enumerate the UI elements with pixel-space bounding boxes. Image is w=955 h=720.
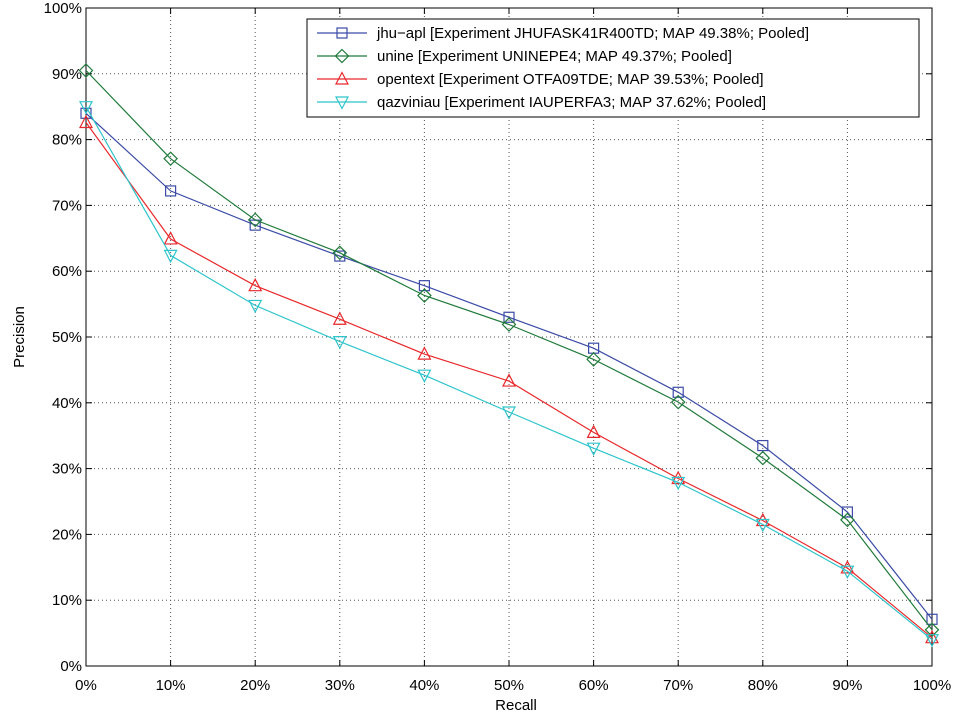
x-tick-label: 30% bbox=[325, 677, 355, 694]
legend-label: jhu−apl [Experiment JHUFASK41R400TD; MAP… bbox=[376, 25, 809, 42]
y-tick-label: 70% bbox=[52, 197, 82, 214]
data-point bbox=[418, 280, 430, 292]
series-group bbox=[78, 63, 940, 648]
data-point bbox=[586, 442, 601, 456]
data-point bbox=[248, 299, 263, 314]
legend-label: unine [Experiment UNINEPE4; MAP 49.37%; … bbox=[377, 48, 732, 65]
data-point bbox=[501, 317, 517, 332]
data-point bbox=[840, 565, 855, 580]
data-point bbox=[417, 369, 432, 383]
y-tick-label: 40% bbox=[52, 395, 82, 412]
data-point bbox=[502, 406, 516, 420]
data-point bbox=[247, 212, 263, 228]
data-point bbox=[502, 373, 516, 387]
x-tick-label: 100% bbox=[913, 677, 951, 694]
series-2 bbox=[78, 63, 940, 638]
series-line bbox=[85, 106, 933, 641]
axes: 0% 10% 20% 30% 40% 50% 60% 70% 80% 90% 100% 0% 10% 20… bbox=[44, 0, 952, 694]
data-point bbox=[586, 424, 601, 439]
x-tick-label: 70% bbox=[663, 677, 693, 694]
y-tick-label: 30% bbox=[52, 461, 82, 478]
y-tick-label: 20% bbox=[52, 526, 82, 543]
data-point bbox=[672, 386, 684, 398]
data-point bbox=[79, 101, 93, 115]
x-tick-label: 40% bbox=[409, 677, 439, 694]
data-point bbox=[79, 114, 93, 129]
legend-marker bbox=[335, 71, 349, 85]
data-point bbox=[334, 250, 346, 262]
data-point bbox=[332, 336, 347, 350]
data-point bbox=[670, 394, 686, 410]
data-point bbox=[163, 231, 178, 245]
data-point bbox=[248, 277, 263, 292]
series-line bbox=[85, 122, 933, 639]
data-point bbox=[165, 185, 177, 197]
data-point bbox=[503, 311, 515, 323]
legend-entry: qazviniau [Experiment IAUPERFA3; MAP 37.… bbox=[317, 94, 766, 111]
y-tick-label: 100% bbox=[44, 0, 82, 17]
legend-marker bbox=[336, 27, 348, 39]
x-tick-label: 50% bbox=[494, 677, 524, 694]
data-point bbox=[925, 634, 939, 648]
data-point bbox=[163, 249, 178, 264]
data-point bbox=[924, 622, 940, 638]
y-tick-label: 60% bbox=[52, 263, 82, 280]
y-tick-label: 10% bbox=[52, 592, 82, 609]
legend-entry: unine [Experiment UNINEPE4; MAP 49.37%; … bbox=[317, 48, 732, 65]
data-point bbox=[332, 245, 348, 261]
x-axis-label: Recall bbox=[495, 697, 537, 714]
legend-entry: jhu−apl [Experiment JHUFASK41R400TD; MAP… bbox=[317, 25, 809, 42]
legend-label: qazviniau [Experiment IAUPERFA3; MAP 37.… bbox=[377, 94, 766, 111]
x-tick-label: 80% bbox=[748, 677, 778, 694]
series-4 bbox=[79, 101, 939, 648]
y-tick-label: 80% bbox=[52, 132, 82, 149]
data-point bbox=[163, 151, 178, 167]
series-line bbox=[85, 70, 933, 631]
x-tick-label: 60% bbox=[579, 677, 609, 694]
data-point bbox=[417, 346, 432, 360]
x-tick-label: 90% bbox=[832, 677, 862, 694]
data-point bbox=[671, 476, 686, 491]
x-tick-label: 10% bbox=[156, 677, 186, 694]
data-point bbox=[841, 506, 854, 518]
data-point bbox=[757, 439, 769, 452]
legend-box bbox=[306, 18, 920, 118]
y-tick-label: 0% bbox=[60, 658, 82, 675]
data-point bbox=[755, 518, 770, 533]
legend: jhu−apl [Experiment JHUFASK41R400TD; MAP… bbox=[306, 18, 920, 118]
legend-label: opentext [Experiment OTFA09TDE; MAP 39.5… bbox=[377, 71, 764, 88]
data-point bbox=[80, 107, 92, 119]
data-point bbox=[840, 512, 855, 528]
x-tick-label: 20% bbox=[240, 677, 270, 694]
data-point bbox=[332, 311, 347, 325]
data-point bbox=[755, 450, 771, 466]
data-point bbox=[840, 560, 855, 574]
y-tick-label: 90% bbox=[52, 66, 82, 83]
legend-marker bbox=[335, 96, 349, 110]
data-point bbox=[417, 288, 432, 303]
data-point bbox=[78, 63, 94, 78]
y-tick-label: 50% bbox=[52, 329, 82, 346]
legend-entry: opentext [Experiment OTFA09TDE; MAP 39.5… bbox=[317, 71, 764, 88]
y-axis-label: Precision bbox=[11, 306, 28, 368]
legend-marker bbox=[334, 48, 350, 64]
data-point bbox=[586, 352, 601, 367]
x-tick-label: 0% bbox=[75, 677, 97, 694]
data-point bbox=[926, 613, 938, 625]
